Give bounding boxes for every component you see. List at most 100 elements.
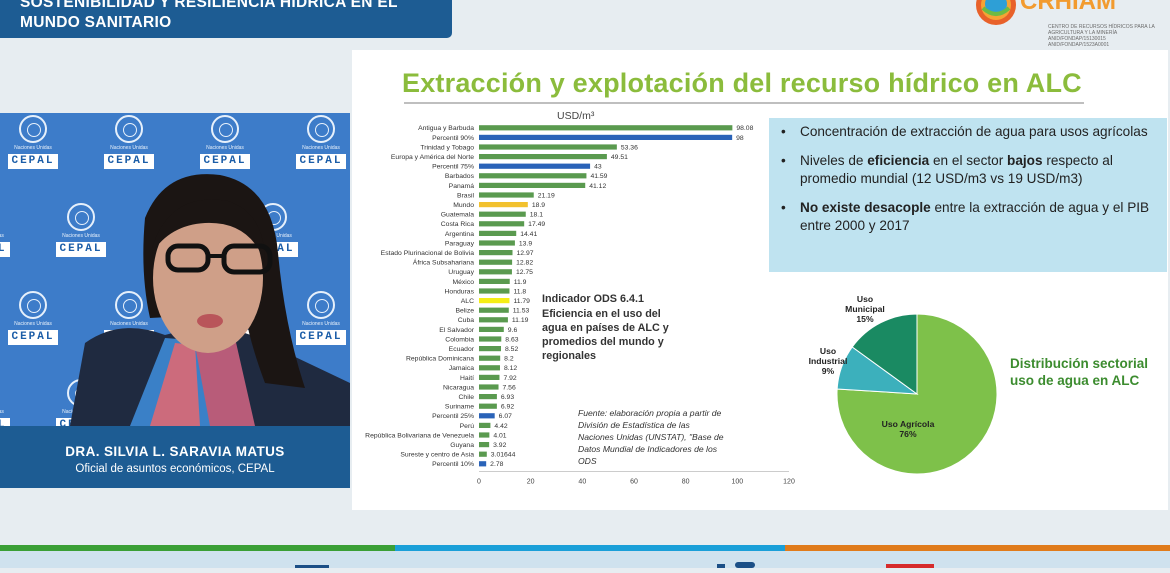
value-label: 9.6 (508, 327, 518, 334)
category-label: Chile (459, 394, 475, 401)
chart-source-line: División de Estadística de las (578, 420, 690, 430)
cepal-label: CEPAL (296, 330, 346, 345)
sector-use-pie-chart: Uso Agrícola76%UsoIndustrial9%UsoMunicip… (809, 294, 998, 475)
bar (479, 259, 513, 265)
cepal-logo: Naciones Unidas CEPAL (290, 291, 350, 345)
event-title-banner: SOSTENIBILIDAD Y RESILIENCIA HÍDRICA EN … (0, 0, 452, 38)
value-label: 18.9 (532, 202, 545, 209)
finding-item: Niveles de eficiencia en el sector bajos… (769, 152, 1167, 189)
cepal-logo: Naciones Unidas CEPAL (98, 115, 160, 169)
value-label: 8.63 (505, 336, 518, 343)
un-emblem-icon (307, 115, 335, 143)
bar (479, 317, 508, 323)
category-label: México (452, 279, 474, 286)
category-label: Costa Rica (441, 221, 474, 228)
pie-label: Uso (857, 294, 873, 304)
category-label: Europa y América del Norte (391, 154, 474, 161)
value-label: 49.51 (611, 154, 628, 161)
value-label: 18.1 (530, 212, 543, 219)
category-label: ALC (461, 298, 474, 305)
cepal-logo: Naciones Unidas CEPAL (194, 115, 256, 169)
presentation-slide: Extracción y explotación del recurso híd… (352, 50, 1168, 510)
bar (479, 202, 528, 208)
event-title-line-2: MUNDO SANITARIO (20, 14, 172, 31)
annotation-title: Indicador ODS 6.4.1 (542, 293, 644, 305)
category-label: Colombia (445, 336, 474, 343)
bar (479, 154, 607, 160)
ods-bar-chart: USD/m³ Antigua y Barbuda 98.08 Percentil 90… (365, 110, 795, 486)
category-label: Guyana (450, 442, 474, 449)
cepal-logo: Naciones Unidas CEPAL (2, 291, 64, 345)
value-label: 11.8 (513, 288, 526, 295)
value-label: 11.53 (513, 308, 530, 315)
un-label: Naciones Unidas (302, 145, 340, 151)
chart-source: Fuente: elaboración propia a partir de Di… (578, 408, 724, 466)
speaker-name: DRA. SILVIA L. SARAVIA MATUS (65, 444, 285, 459)
value-label: 7.56 (503, 384, 516, 391)
bar (479, 422, 491, 428)
bar (479, 182, 586, 188)
un-emblem-icon (211, 115, 239, 143)
bar (479, 307, 509, 313)
cepal-label: CEPAL (104, 154, 154, 169)
x-tick-label: 40 (578, 479, 586, 486)
finding-item: No existe desacople entre la extracción … (769, 199, 1167, 236)
value-label: 12.75 (516, 269, 533, 276)
pie-label: 15% (856, 314, 874, 324)
x-tick-label: 120 (783, 479, 795, 486)
x-tick-label: 80 (682, 479, 690, 486)
category-label: República Bolivariana de Venezuela (365, 432, 474, 439)
bar (479, 211, 526, 217)
speaker-image (70, 174, 350, 426)
stripe-blue (395, 545, 785, 551)
category-label: Percentil 90% (432, 135, 474, 142)
bar (479, 384, 499, 390)
annotation-text-line: promedios del mundo y (542, 336, 664, 348)
cepal-logo: Naciones Unidas CEPAL (0, 379, 16, 426)
value-label: 98.08 (736, 125, 753, 132)
category-label: Suriname (445, 404, 474, 411)
bar (479, 326, 504, 332)
pie-label: Industrial (809, 356, 848, 366)
un-emblem-icon (19, 291, 47, 319)
chart-source-line: Fuente: elaboración propia a partir de (578, 408, 722, 418)
un-label: Naciones Unidas (14, 321, 52, 327)
footer-logos (295, 562, 934, 568)
category-label: Sureste y centro de Asia (400, 452, 474, 459)
category-label: Antigua y Barbuda (418, 125, 474, 132)
bar (479, 240, 515, 246)
chart-source-line: Datos Mundial de Indicadores de los (578, 444, 718, 454)
category-label: Belize (455, 308, 474, 315)
bar (479, 413, 495, 419)
category-label: Ecuador (449, 346, 475, 353)
bar (479, 221, 525, 227)
un-label: Naciones Unidas (110, 321, 148, 327)
x-tick-label: 20 (527, 479, 535, 486)
un-emblem-icon (115, 115, 143, 143)
crhiam-wordmark: CRHIAM (1020, 0, 1116, 15)
value-label: 11.79 (513, 298, 530, 305)
bar (479, 173, 587, 179)
footer-logo-4 (886, 564, 934, 568)
bar (479, 278, 510, 284)
bar (479, 365, 500, 371)
key-findings-box: Concentración de extracción de agua para… (769, 118, 1167, 272)
crhiam-subtitle: CENTRO DE RECURSOS HÍDRICOS PARA LA AGRI… (1048, 24, 1155, 48)
bar (479, 298, 510, 304)
bar (479, 134, 733, 140)
value-label: 8.12 (504, 365, 517, 372)
pie-label: Uso Agrícola (882, 419, 935, 429)
cepal-logo: Naciones Unidas CEPAL (0, 203, 16, 257)
un-label: Naciones Unidas (62, 233, 100, 239)
bar (479, 461, 487, 467)
footer-logo-2 (717, 564, 725, 568)
category-label: Estado Plurinacional de Bolivia (381, 250, 475, 257)
category-label: Cuba (458, 317, 474, 324)
bar (479, 403, 497, 409)
pie-label: Municipal (845, 304, 885, 314)
category-label: Uruguay (448, 269, 474, 276)
value-label: 4.42 (494, 423, 507, 430)
cepal-label: CEPAL (56, 242, 106, 257)
speaker-role: Oficial de asuntos económicos, CEPAL (75, 463, 275, 475)
category-label: Percentil 25% (432, 413, 474, 420)
